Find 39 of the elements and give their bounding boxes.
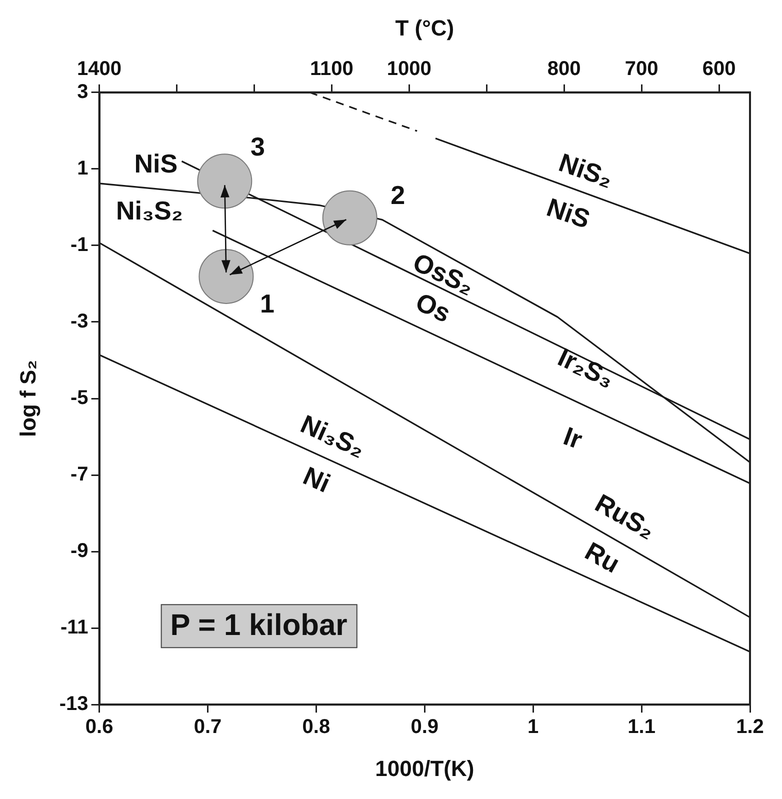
annotation: NiS [543,192,594,234]
x2-tick-label: 1100 [310,58,354,80]
x2-tick-label: 1000 [386,58,432,80]
x2-axis-title: T (°C) [395,15,454,40]
x-tick-label: 1 [528,716,539,738]
y-tick-label: -7 [70,464,88,486]
x2-tick-label: 700 [624,58,658,80]
x-tick-label: 0.6 [85,716,114,738]
y-axis-title: log f S₂ [15,360,40,437]
annotation: 3 [250,131,265,162]
point [198,248,254,304]
x-axis-title: 1000/T(K) [375,756,474,781]
y-tick-label: -3 [70,310,88,332]
x2-tick-label: 600 [702,58,736,80]
x2-tick-label: 800 [547,58,581,80]
y-tick-label: 1 [77,157,88,180]
point [197,154,252,209]
x-tick-label: 1.2 [736,716,764,738]
y-tick-label: -1 [70,234,88,256]
point [322,190,378,246]
y-tick-label: -9 [70,540,88,562]
x-tick-label: 0.9 [410,716,439,738]
y-tick-label: -11 [60,616,88,639]
annotation: 2 [390,180,406,210]
annotation: Ni₃S₂ [116,196,183,226]
y-tick-label: -13 [59,693,88,716]
annotation: Ir₂S₃ [553,342,619,394]
x-tick-label: 0.7 [194,716,222,738]
annotation: 1 [260,288,274,319]
x-tick-label: 1.1 [628,716,656,738]
annotation: Ru [580,536,625,579]
y-tick-label: 3 [77,80,88,103]
y-tick-label: -5 [70,387,88,410]
annotation: P = 1 kilobar [170,608,348,642]
annotation: Ir [560,420,586,455]
x-tick-label: 0.8 [302,716,330,738]
annotation: NiS [134,148,178,178]
x2-tick-label: 1400 [77,58,122,80]
annotation: NiS₂ [555,147,617,194]
